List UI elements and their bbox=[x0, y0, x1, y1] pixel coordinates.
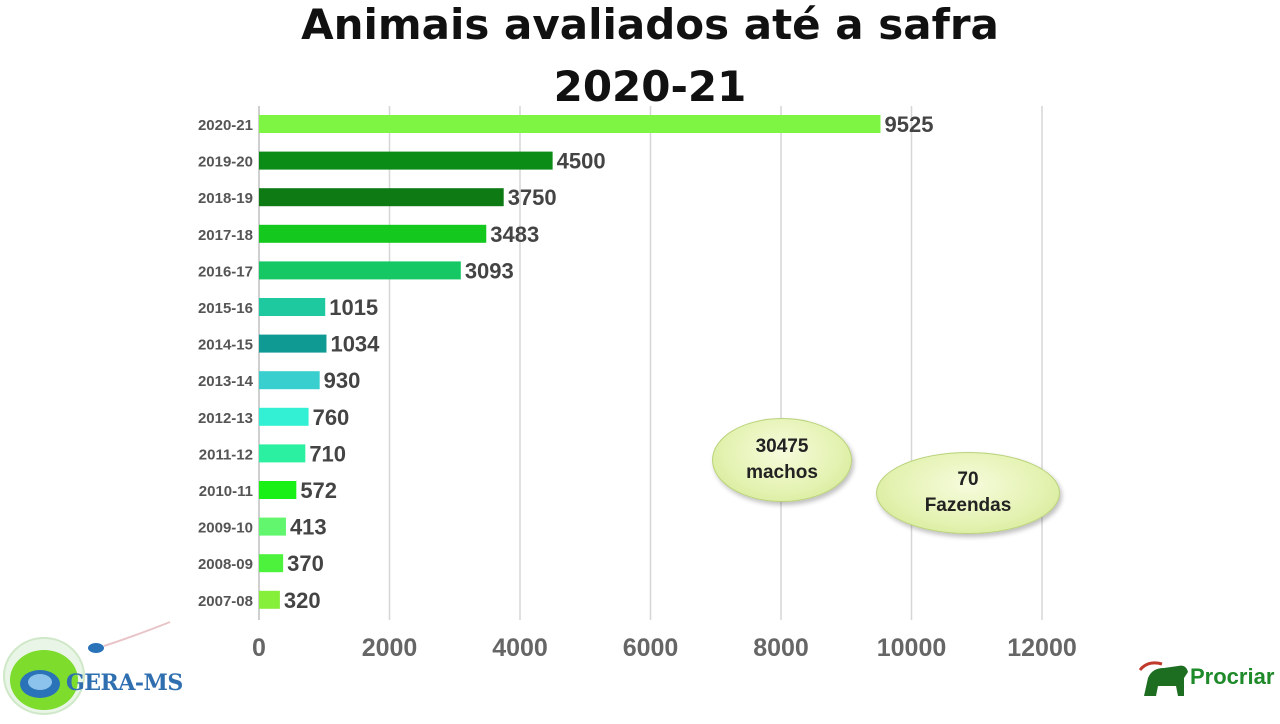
category-label-2010-11: 2010-11 bbox=[199, 483, 253, 500]
category-label-2007-08: 2007-08 bbox=[198, 593, 253, 610]
procriar-logo-text: Procriar bbox=[1190, 664, 1275, 689]
x-tick-label-0: 0 bbox=[252, 634, 266, 662]
bar-2020-21 bbox=[259, 115, 881, 133]
machos-count: 30475 bbox=[755, 436, 809, 457]
chart-title-line-2: 2020-21 bbox=[553, 62, 747, 111]
category-label-2012-13: 2012-13 bbox=[198, 410, 253, 427]
data-label-2018-19: 3750 bbox=[508, 185, 557, 210]
data-label-2016-17: 3093 bbox=[465, 258, 514, 283]
data-label-2007-08: 320 bbox=[284, 588, 321, 613]
category-label-2019-20: 2019-20 bbox=[198, 154, 253, 171]
bar-2009-10 bbox=[259, 517, 286, 536]
data-label-2017-18: 3483 bbox=[490, 222, 539, 247]
fazendas-callout: 70 Fazendas bbox=[876, 452, 1060, 534]
bar-2015-16 bbox=[259, 298, 326, 316]
x-tick-label-8000: 8000 bbox=[753, 634, 809, 662]
bar-2018-19 bbox=[259, 188, 504, 207]
x-tick-label-6000: 6000 bbox=[623, 634, 679, 662]
bar-2019-20 bbox=[259, 151, 553, 170]
chart-title-line-1: Animais avaliados até a safra bbox=[301, 0, 999, 49]
bar-2012-13 bbox=[259, 407, 309, 426]
data-label-2009-10: 413 bbox=[290, 515, 327, 540]
data-label-2010-11: 572 bbox=[300, 478, 337, 503]
data-label-2015-16: 1015 bbox=[329, 295, 378, 320]
gera-ms-logo: GERA-MS bbox=[0, 620, 200, 720]
category-label-2016-17: 2016-17 bbox=[198, 263, 253, 280]
x-tick-label-2000: 2000 bbox=[362, 634, 418, 662]
bar-2014-15 bbox=[259, 334, 327, 353]
procriar-logo: Procriar bbox=[1138, 656, 1278, 708]
cattle-icon bbox=[1138, 661, 1188, 696]
machos-label: machos bbox=[746, 462, 818, 483]
bar-2011-12 bbox=[259, 444, 306, 463]
data-label-2011-12: 710 bbox=[309, 441, 346, 466]
bar-2007-08 bbox=[259, 590, 280, 609]
data-label-2019-20: 4500 bbox=[557, 149, 606, 174]
category-label-2014-15: 2014-15 bbox=[198, 337, 253, 354]
category-label-2011-12: 2011-12 bbox=[199, 446, 253, 463]
bar-2013-14 bbox=[259, 371, 320, 390]
data-label-2013-14: 930 bbox=[324, 368, 361, 393]
bar-2016-17 bbox=[259, 261, 461, 280]
fazendas-label: Fazendas bbox=[924, 495, 1012, 516]
x-tick-label-12000: 12000 bbox=[1007, 634, 1077, 662]
gera-ms-emblem-icon bbox=[3, 621, 171, 715]
machos-callout: 30475 machos bbox=[712, 418, 852, 502]
category-label-2020-21: 2020-21 bbox=[198, 117, 253, 134]
gera-ms-logo-text: GERA-MS bbox=[66, 670, 183, 696]
data-label-2008-09: 370 bbox=[287, 551, 324, 576]
bar-2008-09 bbox=[259, 554, 284, 573]
category-label-2017-18: 2017-18 bbox=[198, 227, 253, 244]
bar-2017-18 bbox=[259, 224, 487, 243]
category-label-2015-16: 2015-16 bbox=[198, 300, 253, 317]
data-label-2020-21: 9525 bbox=[885, 112, 934, 137]
data-label-2012-13: 760 bbox=[313, 405, 350, 430]
data-label-2014-15: 1034 bbox=[330, 332, 380, 357]
fazendas-count: 70 bbox=[957, 469, 979, 490]
category-label-2018-19: 2018-19 bbox=[198, 190, 253, 207]
x-tick-label-10000: 10000 bbox=[877, 634, 947, 662]
category-label-2013-14: 2013-14 bbox=[198, 373, 254, 390]
category-label-2008-09: 2008-09 bbox=[198, 556, 253, 573]
bar-2010-11 bbox=[259, 481, 297, 499]
x-tick-label-4000: 4000 bbox=[492, 634, 548, 662]
category-label-2009-10: 2009-10 bbox=[198, 520, 253, 537]
